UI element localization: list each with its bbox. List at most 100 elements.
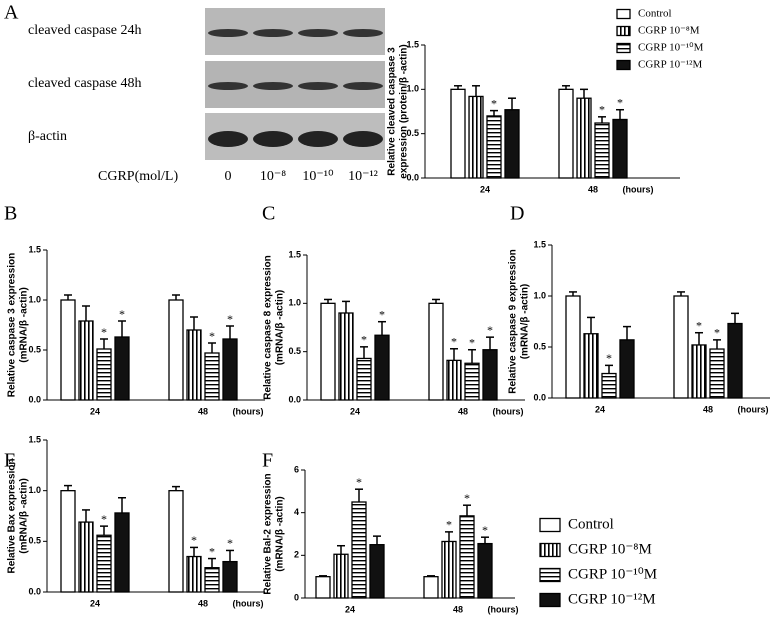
legend-swatch xyxy=(616,59,631,71)
legend-label: Control xyxy=(638,8,672,20)
bar xyxy=(114,336,130,401)
y-tick-label: 1.0 xyxy=(288,298,301,308)
significance-mark: * xyxy=(487,323,493,337)
legend-label: CGRP 10⁻⁸M xyxy=(568,541,652,557)
bar xyxy=(428,302,444,401)
y-tick-label: 1.5 xyxy=(28,244,41,254)
y-tick-label: 0 xyxy=(294,592,299,602)
bar xyxy=(351,501,367,599)
y-axis-label: (mRNA/β -actin) xyxy=(19,287,30,363)
bar xyxy=(486,115,502,179)
legend-swatch xyxy=(539,517,561,533)
x-tick-label: 24 xyxy=(90,598,100,608)
bar xyxy=(60,299,76,401)
significance-mark: * xyxy=(491,96,497,110)
bar xyxy=(333,553,349,599)
legend-swatch xyxy=(616,8,631,20)
y-tick-label: 0.0 xyxy=(28,394,41,404)
significance-mark: * xyxy=(379,307,385,321)
blot-band xyxy=(343,131,383,147)
y-tick-label: 0.0 xyxy=(533,392,546,402)
blot-row-label: cleaved caspase 24h xyxy=(28,23,142,38)
legend-swatch xyxy=(539,592,561,608)
blot-lane-label: 0 xyxy=(225,169,232,184)
bar xyxy=(727,322,743,399)
x-unit-label: (hours) xyxy=(233,598,264,608)
bar xyxy=(558,88,574,179)
significance-mark: * xyxy=(482,523,488,537)
y-tick-label: 0.0 xyxy=(406,172,419,182)
bar xyxy=(168,490,184,593)
bar xyxy=(459,515,475,599)
blot-band xyxy=(253,131,293,147)
bar xyxy=(222,338,238,401)
legend-swatch xyxy=(616,25,631,37)
y-tick-label: 1.0 xyxy=(406,84,419,94)
panel-label: D xyxy=(510,203,524,225)
bar xyxy=(709,348,725,399)
legend-label: CGRP 10⁻¹²M xyxy=(638,59,702,71)
blot-band xyxy=(298,131,338,147)
x-tick-label: 48 xyxy=(703,404,713,414)
blot-dose-label: CGRP(mol/L) xyxy=(98,169,178,184)
significance-mark: * xyxy=(209,329,215,343)
significance-mark: * xyxy=(101,512,107,526)
y-tick-label: 1.5 xyxy=(533,239,546,249)
y-axis-label: Relative caspase 8 expression xyxy=(263,255,274,400)
bar xyxy=(78,320,94,401)
y-tick-label: 0.5 xyxy=(533,341,546,351)
bar xyxy=(60,490,76,593)
y-tick-label: 1.0 xyxy=(28,485,41,495)
y-tick-label: 2 xyxy=(294,550,299,560)
panel-label: B xyxy=(4,203,17,225)
x-tick-label: 24 xyxy=(595,404,605,414)
bar xyxy=(369,544,385,599)
x-tick-label: 48 xyxy=(198,406,208,416)
bar xyxy=(320,302,336,401)
legend-swatch xyxy=(539,542,561,558)
y-tick-label: 1.5 xyxy=(406,39,419,49)
bar xyxy=(338,312,354,401)
y-tick-label: 0.5 xyxy=(406,128,419,138)
bar xyxy=(441,540,457,599)
y-axis-label: expression (protein/β -actin) xyxy=(399,44,410,178)
legend-label: CGRP 10⁻¹⁰M xyxy=(568,566,657,582)
blot-band xyxy=(208,29,248,37)
significance-mark: * xyxy=(451,335,457,349)
bar xyxy=(168,299,184,401)
bar xyxy=(450,88,466,179)
y-axis-label: (mRNA/β -actin) xyxy=(19,478,30,554)
significance-mark: * xyxy=(209,544,215,558)
bar xyxy=(374,334,390,401)
bar xyxy=(576,97,592,179)
y-axis-label: Relative caspase 9 expression xyxy=(508,249,519,394)
x-unit-label: (hours) xyxy=(233,406,264,416)
y-tick-label: 6 xyxy=(294,464,299,474)
bar xyxy=(482,349,498,401)
blot-band xyxy=(253,82,293,90)
bar xyxy=(446,359,462,401)
significance-mark: * xyxy=(361,333,367,347)
bar xyxy=(504,109,520,179)
y-axis-label: Relative Bal-2 expression xyxy=(263,473,274,594)
blot-row-label: β-actin xyxy=(28,129,67,144)
significance-mark: * xyxy=(469,335,475,349)
bar xyxy=(464,362,480,401)
significance-mark: * xyxy=(464,491,470,505)
significance-mark: * xyxy=(101,325,107,339)
y-tick-label: 0.0 xyxy=(288,394,301,404)
y-axis-label: Relative Bax expression xyxy=(7,458,18,573)
significance-mark: * xyxy=(606,351,612,365)
x-tick-label: 24 xyxy=(90,406,100,416)
y-axis-label: (mRNA/β -actin) xyxy=(275,496,286,572)
bar xyxy=(583,333,599,399)
x-unit-label: (hours) xyxy=(623,184,654,194)
bar xyxy=(601,372,617,399)
legend-label: CGRP 10⁻¹²M xyxy=(568,591,656,607)
significance-mark: * xyxy=(191,533,197,547)
x-tick-label: 48 xyxy=(453,604,463,614)
bar xyxy=(315,576,331,599)
blot-band xyxy=(343,29,383,37)
x-tick-label: 48 xyxy=(588,184,598,194)
